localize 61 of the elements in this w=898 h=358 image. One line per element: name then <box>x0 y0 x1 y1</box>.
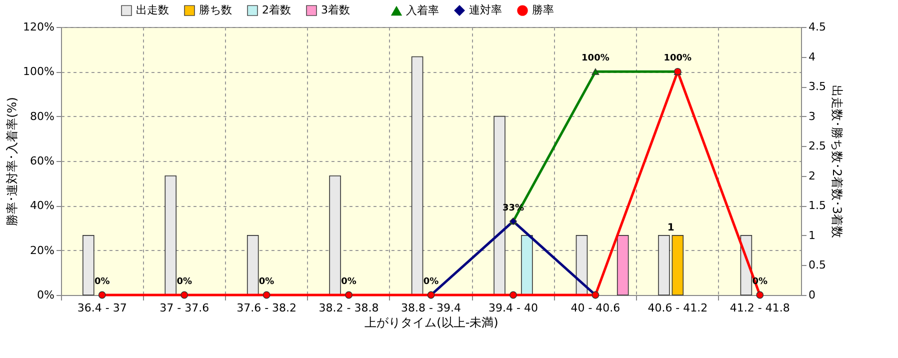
bar <box>576 235 588 296</box>
bar <box>658 235 670 296</box>
y2-tick-label: 1.5 <box>808 199 826 212</box>
bar <box>329 175 341 296</box>
point <box>345 291 352 299</box>
data-label: 0% <box>423 277 439 287</box>
legend-label: 勝率 <box>532 4 554 17</box>
x-tick-label: 37.6 - 38.2 <box>236 302 297 314</box>
legend-label: 連対率 <box>469 4 502 17</box>
y2-tick-label: 0 <box>808 288 816 302</box>
y2-tick-label: 1 <box>808 228 816 242</box>
x-tick-label: 37 - 37.6 <box>160 302 210 314</box>
y-tick-label: 20% <box>30 244 54 257</box>
y2-tick-label: 2 <box>808 169 816 182</box>
bar <box>616 235 629 296</box>
y2-tick-label: 2.5 <box>808 140 826 153</box>
y-tick-label: 120% <box>23 20 54 34</box>
data-label: 0% <box>258 277 274 287</box>
bar <box>164 175 177 296</box>
bar <box>521 235 533 296</box>
x-tick-label: 40 - 40.6 <box>570 302 620 314</box>
legend-label: 出走数 <box>136 4 169 17</box>
x-tick-label: 38.8 - 39.4 <box>401 302 461 314</box>
legend-label: 3着数 <box>321 4 350 17</box>
y-axis-title: 勝率･連対率･入着率(%) <box>5 97 20 226</box>
x-tick-label: 36.4 - 37 <box>77 302 127 314</box>
bar <box>672 235 684 296</box>
data-label: 0% <box>176 277 192 287</box>
x-tick-label: 40.6 - 41.2 <box>648 302 708 314</box>
bar <box>246 235 259 296</box>
x-tick-label: 39.4 - 40 <box>488 302 538 314</box>
y-tick-label: 40% <box>30 199 54 212</box>
data-label: 100% <box>664 54 692 64</box>
bar <box>411 56 424 296</box>
y2-tick-label: 4 <box>808 50 816 64</box>
y-tick-label: 60% <box>30 154 54 168</box>
data-label: 0% <box>94 277 110 287</box>
y2-tick-label: 3 <box>808 110 816 123</box>
y2-tick-label: 3.5 <box>808 80 826 94</box>
y2-tick-label: 4.5 <box>808 20 826 34</box>
y-tick-label: 80% <box>30 110 54 123</box>
y-tick-label: 100% <box>23 65 54 78</box>
data-label: 1 <box>667 222 674 234</box>
point <box>180 291 188 299</box>
legend-label: 勝ち数 <box>199 4 232 17</box>
point <box>756 291 764 299</box>
y2-tick-label: 0.5 <box>808 258 826 272</box>
x-tick-label: 41.2 - 41.8 <box>730 302 790 314</box>
legend-label: 2着数 <box>262 4 291 17</box>
point <box>98 291 106 299</box>
x-axis-title: 上がりタイム(以上-未満) <box>364 316 498 330</box>
point <box>262 291 270 299</box>
y-tick-label: 0% <box>37 288 54 302</box>
data-label: 100% <box>582 54 610 64</box>
point <box>510 291 517 299</box>
x-tick-label: 38.2 - 38.8 <box>318 302 379 314</box>
legend-label: 入着率 <box>406 4 439 17</box>
data-label: 0% <box>341 277 356 287</box>
bar <box>82 235 94 296</box>
point <box>592 68 600 75</box>
y2-axis-title: 出走数･勝ち数･2着数･3着数 <box>830 84 844 238</box>
